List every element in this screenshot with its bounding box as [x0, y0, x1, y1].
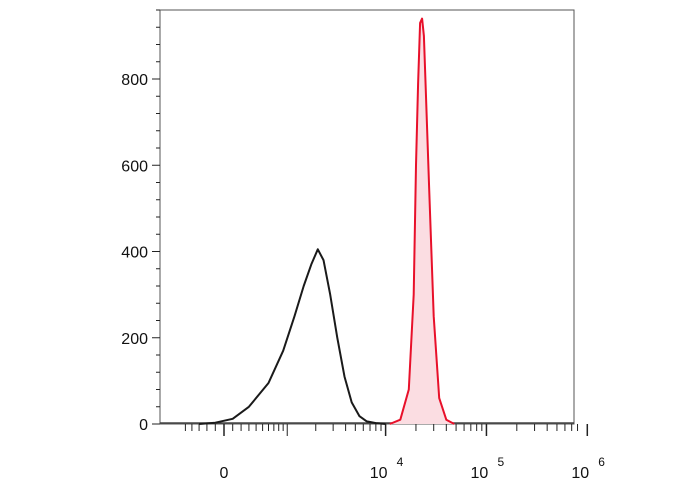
series-layer	[160, 17, 574, 425]
series-line	[199, 248, 386, 425]
series-area	[389, 18, 455, 424]
plot-frame	[159, 9, 575, 425]
x-tick-label: 10	[370, 465, 388, 482]
y-tick-label: 400	[121, 245, 148, 262]
axis-ticks	[152, 9, 589, 436]
y-tick-label: 800	[121, 72, 148, 89]
x-tick-label: 10	[571, 465, 589, 482]
y-tick-label: 0	[139, 417, 148, 434]
x-tick-exponent: 5	[497, 455, 504, 469]
series-line	[389, 17, 455, 425]
tick-labels: 0 200 400 600 800 0 10 4 10 5 10 6	[121, 72, 605, 482]
y-tick-label: 600	[121, 158, 148, 175]
x-tick-label: 0	[220, 465, 229, 482]
x-tick-exponent: 6	[598, 455, 605, 469]
x-tick-label: 10	[471, 465, 489, 482]
x-tick-exponent: 4	[397, 455, 404, 469]
y-tick-label: 200	[121, 331, 148, 348]
